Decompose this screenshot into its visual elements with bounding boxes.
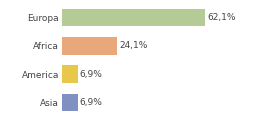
Bar	[62, 9, 205, 26]
Text: 6,9%: 6,9%	[80, 70, 102, 79]
Bar	[62, 37, 117, 55]
Text: 62,1%: 62,1%	[207, 13, 235, 22]
Text: 6,9%: 6,9%	[80, 98, 102, 107]
Text: 24,1%: 24,1%	[119, 41, 148, 50]
Bar	[62, 65, 78, 83]
Bar	[62, 94, 78, 111]
